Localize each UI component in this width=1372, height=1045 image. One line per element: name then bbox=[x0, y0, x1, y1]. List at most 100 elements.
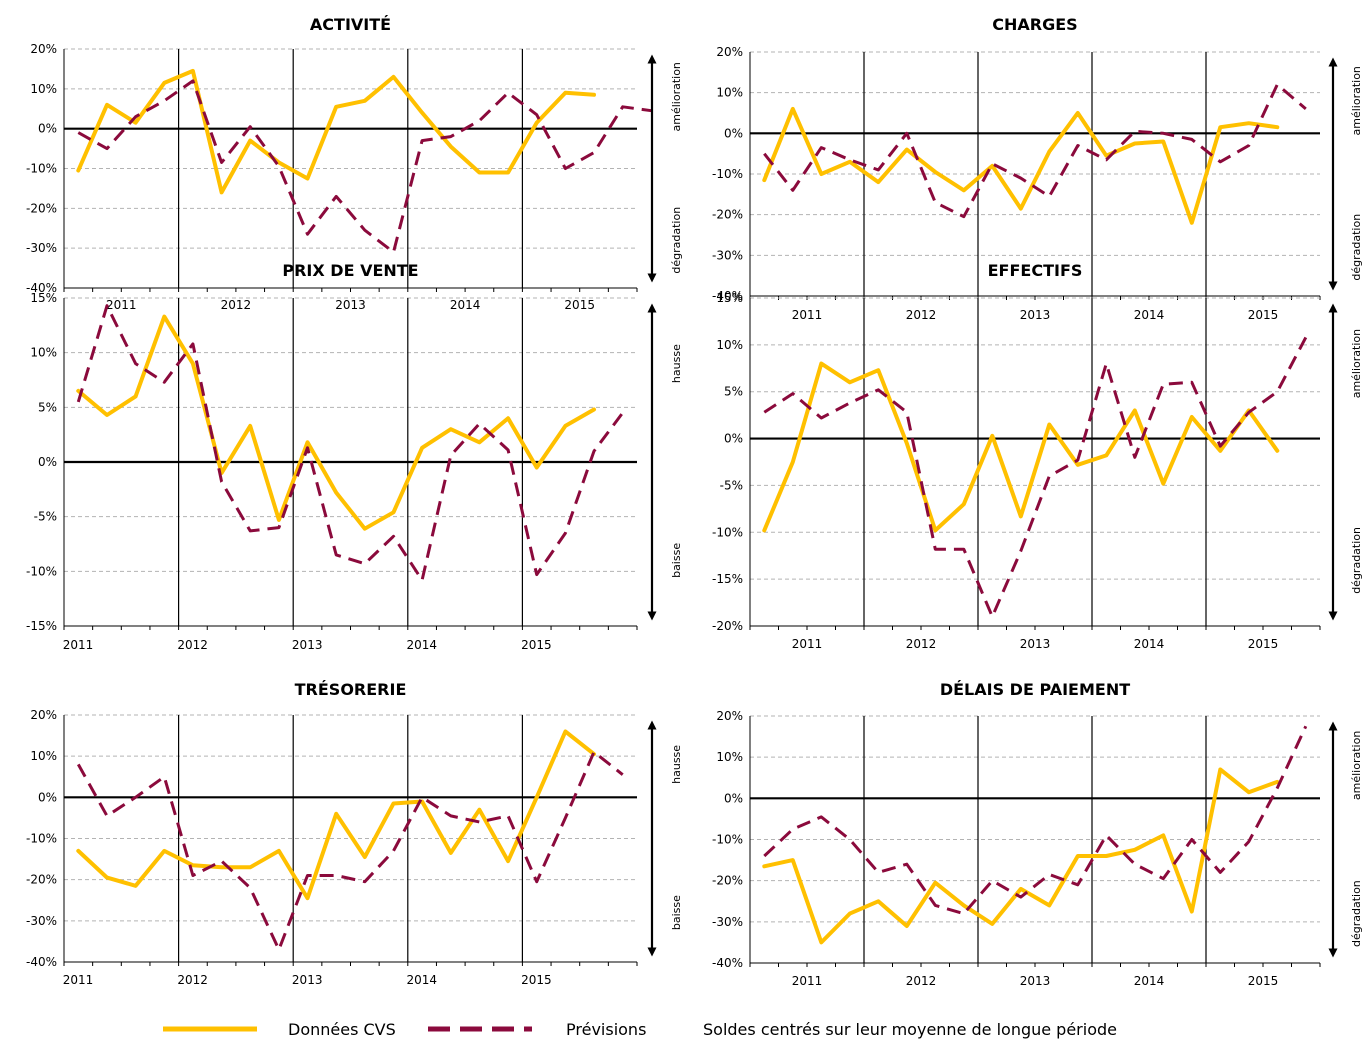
y-tick-label: -20% bbox=[26, 201, 57, 215]
panel-title: TRÉSORERIE bbox=[295, 680, 407, 699]
panel-1: ACTIVITÉ -40% -30% -20% -10% 0% 10% 20% 2011 2012… bbox=[26, 15, 683, 312]
y-tick-label: 15% bbox=[716, 291, 743, 305]
y-tick-label: -10% bbox=[712, 833, 743, 847]
y-tick-label: 10% bbox=[716, 750, 743, 764]
series-line-previsions bbox=[76, 750, 624, 952]
side-label-top: amélioration bbox=[670, 62, 683, 131]
x-tick-label: 2012 bbox=[906, 637, 937, 651]
x-tick-label: 2012 bbox=[177, 638, 208, 652]
series-line-previsions bbox=[76, 304, 624, 582]
x-tick-label: 2011 bbox=[792, 637, 823, 651]
y-tick-label: -40% bbox=[712, 956, 743, 970]
y-tick-label: -40% bbox=[26, 281, 57, 295]
y-tick-label: -5% bbox=[34, 510, 57, 524]
side-label-bottom: dégradation bbox=[1350, 880, 1363, 947]
y-tick-label: -10% bbox=[712, 525, 743, 539]
y-tick-label: -30% bbox=[26, 914, 57, 928]
series-line-cvs bbox=[76, 314, 596, 531]
panel-title: DÉLAIS DE PAIEMENT bbox=[940, 680, 1130, 699]
y-tick-label: 5% bbox=[724, 385, 743, 399]
side-label-top: hausse bbox=[670, 745, 683, 784]
y-tick-label: 0% bbox=[724, 791, 743, 805]
x-tick-label: 2013 bbox=[1020, 637, 1051, 651]
y-tick-label: -10% bbox=[712, 167, 743, 181]
panel-4: EFFECTIFS -20% -15% -10% -5% 0% 5% 10% 15% 2011 20… bbox=[712, 261, 1363, 651]
x-tick-label: 2013 bbox=[292, 638, 323, 652]
series-line-previsions bbox=[763, 83, 1307, 219]
y-tick-label: 15% bbox=[30, 291, 57, 305]
x-tick-label: 2014 bbox=[1134, 637, 1165, 651]
x-tick-label: 2012 bbox=[906, 974, 937, 988]
series-line-cvs bbox=[76, 729, 596, 901]
x-tick-label: 2015 bbox=[521, 973, 552, 987]
series-line-cvs bbox=[762, 767, 1280, 945]
y-tick-label: 10% bbox=[30, 346, 57, 360]
side-label-bottom: dégradation bbox=[1350, 214, 1363, 281]
x-tick-label: 2014 bbox=[450, 298, 481, 312]
panel-title: PRIX DE VENTE bbox=[282, 261, 418, 280]
series-line-previsions bbox=[77, 79, 652, 254]
x-tick-label: 2013 bbox=[1020, 308, 1051, 322]
y-tick-label: 0% bbox=[38, 122, 57, 136]
x-tick-label: 2015 bbox=[564, 298, 595, 312]
side-label-bottom: baisse bbox=[670, 543, 683, 578]
x-tick-label: 2013 bbox=[335, 298, 366, 312]
x-tick-label: 2015 bbox=[1248, 308, 1279, 322]
x-tick-label: 2012 bbox=[221, 298, 252, 312]
y-tick-label: 20% bbox=[30, 708, 57, 722]
x-tick-label: 2015 bbox=[1248, 974, 1279, 988]
side-label-bottom: dégradation bbox=[1350, 527, 1363, 594]
panel-title: CHARGES bbox=[992, 15, 1077, 34]
legend-label-cvs: Données CVS bbox=[288, 1020, 396, 1039]
x-tick-label: 2011 bbox=[792, 974, 823, 988]
y-tick-label: 10% bbox=[716, 86, 743, 100]
y-tick-label: -10% bbox=[26, 832, 57, 846]
y-tick-label: -40% bbox=[26, 955, 57, 969]
y-tick-label: 0% bbox=[724, 126, 743, 140]
panel-3: PRIX DE VENTE -15% -10% -5% 0% 5% 10% 15% 2011 20… bbox=[26, 261, 683, 652]
y-tick-label: -30% bbox=[712, 248, 743, 262]
x-tick-label: 2011 bbox=[63, 638, 94, 652]
y-tick-label: -40% bbox=[712, 289, 743, 303]
side-label-top: amélioration bbox=[1350, 66, 1363, 135]
y-tick-label: -20% bbox=[26, 873, 57, 887]
side-label-bottom: dégradation bbox=[670, 207, 683, 274]
y-tick-label: -20% bbox=[712, 208, 743, 222]
panel-2: CHARGES -40% -30% -20% -10% 0% 10% 20% 2011 2012 2… bbox=[712, 15, 1363, 322]
y-tick-label: -30% bbox=[26, 241, 57, 255]
y-tick-label: -20% bbox=[712, 874, 743, 888]
y-tick-label: 0% bbox=[38, 790, 57, 804]
panels: ACTIVITÉ -40% -30% -20% -10% 0% 10% 20% 2011 2012… bbox=[26, 15, 1363, 988]
panel-5: TRÉSORERIE -40% -30% -20% -10% 0% 10% 20% 2011 20… bbox=[26, 680, 683, 987]
y-tick-label: -15% bbox=[712, 572, 743, 586]
x-tick-label: 2012 bbox=[177, 973, 208, 987]
y-tick-label: 20% bbox=[716, 709, 743, 723]
y-tick-label: -5% bbox=[720, 478, 743, 492]
x-tick-label: 2011 bbox=[106, 298, 137, 312]
panel-title: EFFECTIFS bbox=[988, 261, 1083, 280]
legend-label-prev: Prévisions bbox=[566, 1020, 646, 1039]
y-tick-label: -20% bbox=[712, 619, 743, 633]
x-tick-label: 2015 bbox=[1248, 637, 1279, 651]
y-tick-label: -10% bbox=[26, 564, 57, 578]
y-tick-label: 10% bbox=[30, 749, 57, 763]
x-tick-label: 2015 bbox=[521, 638, 552, 652]
x-tick-label: 2013 bbox=[292, 973, 323, 987]
side-label-top: amélioration bbox=[1350, 731, 1363, 800]
legend-note: Soldes centrés sur leur moyenne de longu… bbox=[703, 1020, 1117, 1039]
y-tick-label: 20% bbox=[716, 45, 743, 59]
side-label-bottom: baisse bbox=[670, 895, 683, 930]
side-label-top: amélioration bbox=[1350, 329, 1363, 398]
x-tick-label: 2011 bbox=[792, 308, 823, 322]
side-label-top: hausse bbox=[670, 344, 683, 383]
y-tick-label: -10% bbox=[26, 162, 57, 176]
x-tick-label: 2014 bbox=[407, 973, 438, 987]
x-tick-label: 2012 bbox=[906, 308, 937, 322]
x-tick-label: 2014 bbox=[1134, 308, 1165, 322]
series-line-previsions bbox=[763, 725, 1308, 916]
series-line-cvs bbox=[76, 68, 596, 195]
y-tick-label: 10% bbox=[30, 82, 57, 96]
y-tick-label: 0% bbox=[724, 432, 743, 446]
